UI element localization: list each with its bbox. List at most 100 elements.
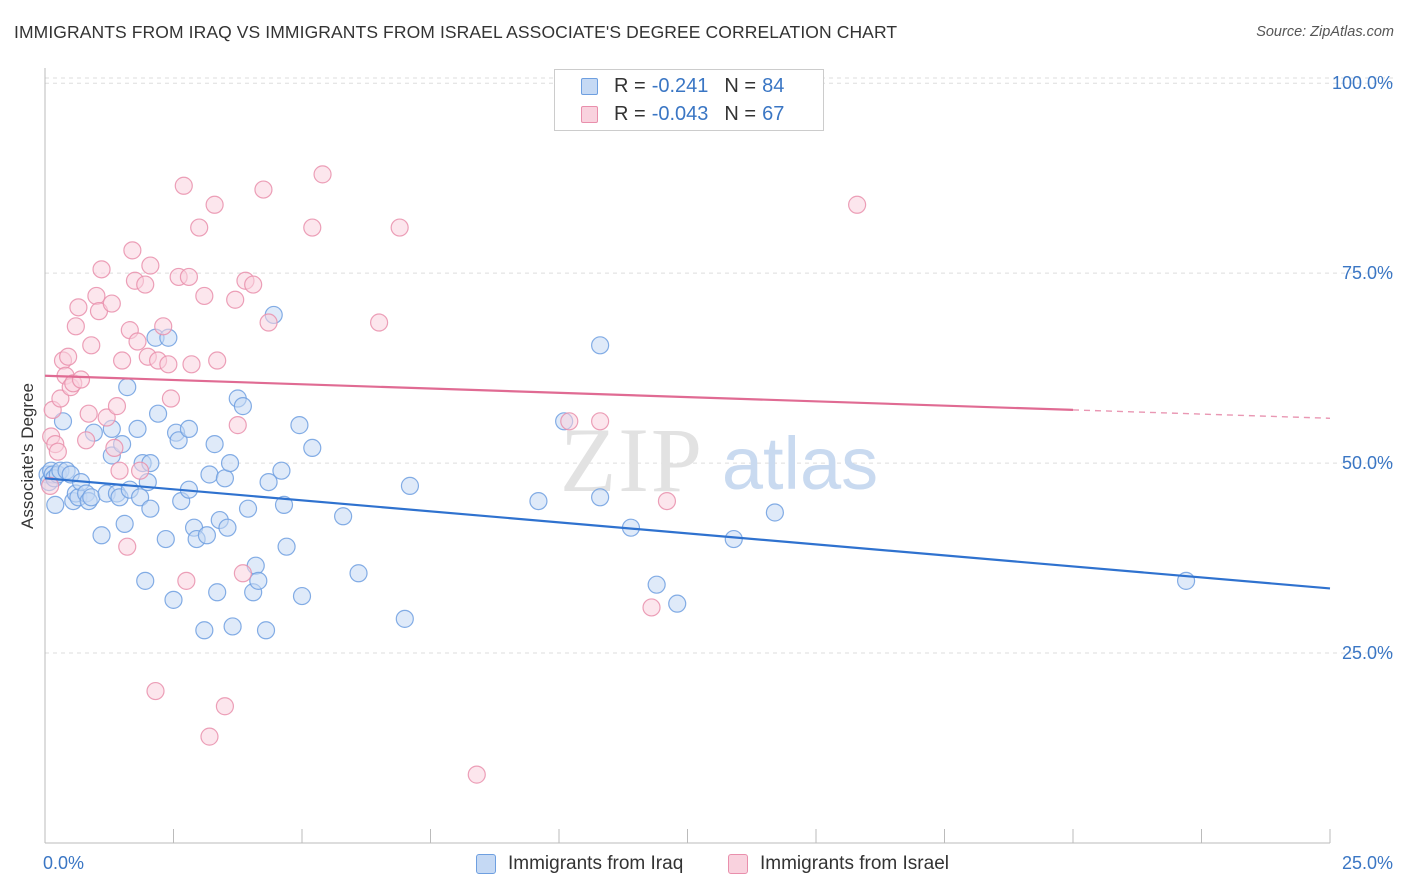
legend-r-value: -0.241	[651, 74, 709, 97]
point-israel	[233, 564, 252, 583]
point-israel	[159, 355, 178, 374]
point-iraq	[259, 472, 278, 492]
point-israel	[244, 275, 263, 294]
point-iraq	[128, 419, 147, 439]
watermark-zip: ZIP	[560, 409, 704, 511]
point-iraq	[197, 526, 217, 545]
trend-line-israel-extension	[1072, 409, 1331, 419]
point-israel	[195, 286, 214, 306]
point-israel	[226, 290, 245, 309]
point-israel	[110, 461, 129, 480]
axes	[44, 68, 1331, 844]
point-israel	[259, 313, 278, 332]
point-iraq	[334, 507, 353, 526]
x-tick-label: 0.0%	[43, 853, 84, 873]
point-israel	[102, 294, 121, 313]
point-iraq	[46, 495, 65, 514]
point-iraq	[647, 575, 666, 594]
trend-lines	[44, 374, 1331, 590]
point-iraq	[400, 476, 420, 495]
chart-title: IMMIGRANTS FROM IRAQ VS IMMIGRANTS FROM …	[14, 22, 898, 42]
trend-line-iraq	[44, 477, 1331, 590]
y-tick-label: 50.0%	[1342, 453, 1393, 473]
source-label: Source: ZipAtlas.com	[1256, 24, 1394, 40]
point-israel	[136, 275, 155, 294]
point-iraq	[724, 529, 743, 549]
watermark-atlas: atlas	[722, 422, 878, 505]
legend-n-label: N =	[724, 102, 757, 125]
stats-legend: R = -0.241 N = 84 R = -0.043 N = 67	[554, 69, 824, 131]
point-israel	[107, 397, 127, 416]
point-iraq	[118, 378, 137, 397]
point-iraq	[169, 431, 188, 450]
point-iraq	[141, 499, 160, 518]
point-iraq	[238, 499, 258, 518]
point-israel	[208, 351, 227, 370]
point-israel	[642, 598, 661, 617]
y-tick-label: 25.0%	[1342, 643, 1393, 663]
legend-n-value: 67	[762, 102, 785, 125]
point-iraq	[256, 621, 276, 640]
point-iraq	[223, 617, 242, 636]
point-iraq	[156, 529, 175, 549]
legend-n-value: 84	[762, 74, 785, 97]
point-iraq	[115, 514, 134, 533]
point-iraq	[765, 503, 784, 522]
legend-n-label: N =	[724, 74, 757, 97]
point-israel	[591, 412, 610, 431]
point-israel	[112, 351, 132, 370]
point-israel	[71, 370, 91, 389]
point-israel	[200, 727, 219, 746]
point-israel	[179, 267, 199, 287]
point-iraq	[274, 495, 294, 514]
x-tick-label: 25.0%	[1342, 853, 1393, 873]
point-iraq	[220, 453, 240, 473]
data-points	[38, 165, 1196, 784]
bottom-legend-label-israel: Immigrants from Israel	[760, 853, 949, 874]
point-iraq	[82, 488, 101, 507]
point-israel	[390, 218, 409, 237]
point-iraq	[179, 419, 199, 439]
point-iraq	[529, 491, 548, 511]
bottom-legend-iraq: Immigrants from Iraq	[476, 851, 683, 877]
point-israel	[205, 195, 224, 214]
point-israel	[370, 313, 389, 332]
point-israel	[174, 176, 193, 195]
point-israel	[177, 571, 196, 590]
point-iraq	[148, 404, 168, 423]
point-iraq	[200, 465, 219, 484]
y-axis-label: Associate's Degree	[18, 383, 37, 529]
point-israel	[141, 256, 160, 275]
point-israel	[467, 765, 486, 784]
point-israel	[303, 218, 322, 237]
point-israel	[41, 476, 60, 495]
point-iraq	[195, 621, 214, 640]
point-iraq	[668, 594, 687, 613]
point-israel	[130, 461, 150, 480]
point-israel	[848, 195, 867, 214]
point-iraq	[292, 586, 312, 606]
point-israel	[97, 408, 116, 427]
point-israel	[657, 491, 677, 511]
trend-line-israel	[44, 374, 1074, 412]
point-israel	[182, 355, 201, 374]
watermark: ZIP atlas	[560, 409, 878, 511]
point-israel	[228, 416, 247, 435]
bottom-legend-label-iraq: Immigrants from Iraq	[508, 853, 684, 874]
point-israel	[161, 389, 181, 408]
axis-labels: Associate's Degree 25.0% 50.0% 75.0% 100.0%…	[18, 73, 1393, 873]
point-iraq	[208, 583, 227, 602]
bottom-legend-israel: Immigrants from Israel	[728, 851, 949, 877]
point-israel	[48, 442, 67, 461]
point-iraq	[349, 564, 368, 583]
point-israel	[59, 347, 78, 366]
y-tick-label: 75.0%	[1342, 263, 1393, 283]
point-iraq	[233, 397, 252, 416]
point-iraq	[164, 590, 183, 609]
point-iraq	[272, 461, 291, 480]
y-tick-label: 100.0%	[1332, 73, 1393, 93]
point-israel	[66, 317, 85, 336]
point-israel	[118, 537, 137, 556]
point-iraq	[303, 438, 322, 458]
